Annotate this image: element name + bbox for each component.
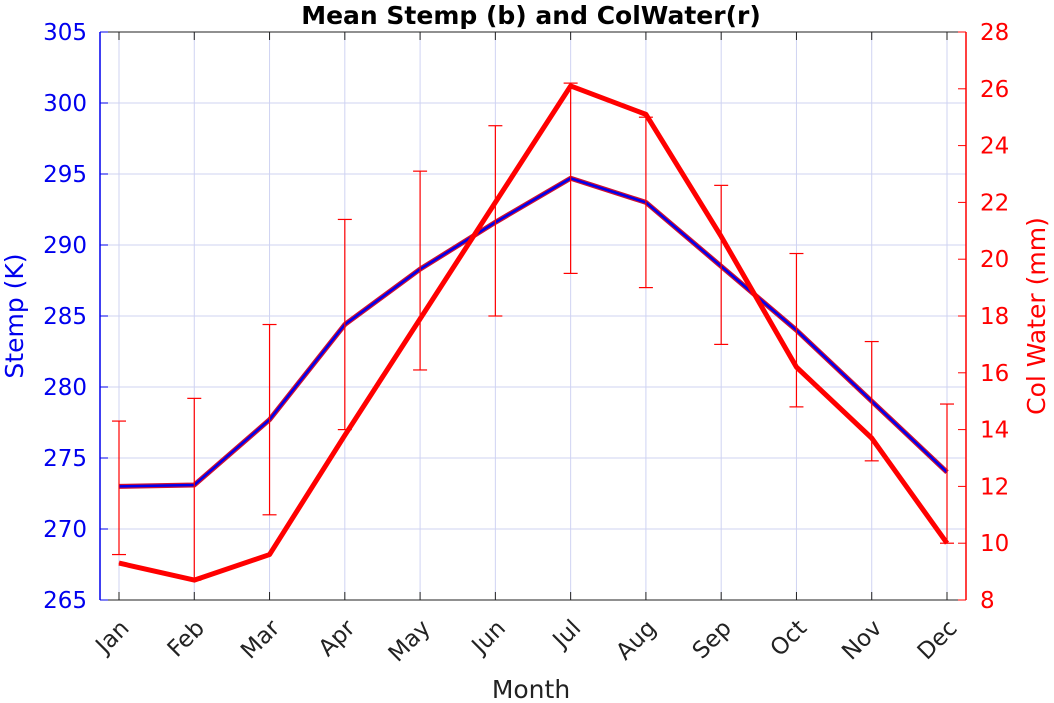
y-tick-label-right: 14 [980, 418, 1009, 444]
y-tick-label-left: 280 [43, 375, 87, 401]
y-tick-label-left: 285 [43, 304, 87, 330]
x-tick-label: Mar [236, 615, 285, 664]
x-tick-label: Dec [913, 615, 963, 665]
y-tick-label-left: 290 [43, 233, 87, 259]
y-tick-label-right: 12 [980, 474, 1009, 500]
y-tick-label-left: 275 [43, 446, 87, 472]
x-axis-label: Month [492, 675, 570, 703]
x-tick-label: Jun [466, 615, 511, 660]
x-tick-label: Nov [837, 615, 887, 665]
colwater-point [570, 85, 572, 87]
x-tick-label: Oct [766, 615, 813, 662]
y-tick-label-right: 20 [980, 247, 1009, 273]
stemp-line-outline [118, 175, 949, 489]
y-tick-label-right: 24 [980, 134, 1009, 160]
x-tick-label: Apr [314, 615, 361, 662]
colwater-point [193, 579, 195, 581]
stemp-series [118, 175, 949, 489]
grid-lines [100, 32, 966, 600]
colwater-point [720, 235, 722, 237]
y-tick-label-right: 22 [980, 190, 1009, 216]
y-tick-label-right: 16 [980, 361, 1009, 387]
series-layer [112, 82, 954, 583]
chart-title: Mean Stemp (b) and ColWater(r) [301, 1, 761, 30]
colwater-point [795, 366, 797, 368]
axes: 265 270 275 280 285 290 295 300 305 8 10 12 14 16 18 20… [43, 20, 1009, 667]
y-axis-label-left: Stemp (K) [0, 253, 29, 378]
y-tick-label-left: 270 [43, 517, 87, 543]
colwater-point [871, 437, 873, 439]
y-tick-label-right: 28 [980, 20, 1009, 46]
y-tick-label-right: 26 [980, 77, 1009, 103]
y-axis-label-right: Col Water (mm) [1022, 217, 1051, 415]
x-tick-label: Jul [547, 615, 586, 654]
x-tick-label: May [384, 615, 436, 667]
colwater-series [112, 82, 954, 583]
y-tick-label-left: 295 [43, 162, 87, 188]
x-tick-label: Sep [688, 615, 737, 664]
x-tick-label: Feb [163, 615, 210, 662]
colwater-point [344, 434, 346, 436]
colwater-point [118, 562, 120, 564]
stemp-line [118, 177, 948, 488]
x-tick-label: Jan [90, 615, 135, 660]
colwater-point [494, 201, 496, 203]
y-tick-label-left: 300 [43, 91, 87, 117]
x-tick-label: Aug [611, 615, 661, 665]
colwater-point [269, 554, 271, 556]
y-tick-label-right: 8 [980, 588, 995, 614]
y-tick-label-left: 265 [43, 588, 87, 614]
colwater-point [946, 542, 948, 544]
colwater-point [645, 113, 647, 115]
y-tick-label-left: 305 [43, 20, 87, 46]
colwater-line [118, 83, 950, 583]
colwater-point [419, 318, 421, 320]
y-tick-label-right: 18 [980, 304, 1009, 330]
y-tick-label-right: 10 [980, 531, 1009, 557]
